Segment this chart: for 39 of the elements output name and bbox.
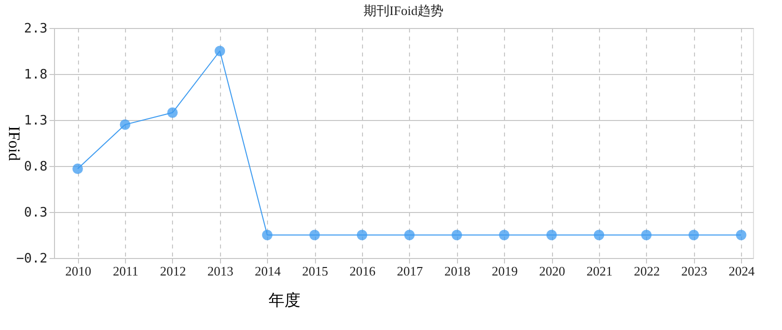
point [498,230,510,240]
x-tick-label: 2016 [350,264,376,278]
point [167,107,178,118]
y-tick-label: 0.3 [24,206,48,220]
x-tick-label: 2015 [302,264,328,278]
point [309,230,320,240]
y-axis-title: IFoid [5,126,22,161]
point [120,119,130,130]
y-tick-label: 2.3 [24,22,48,36]
x-tick-label: 2011 [112,264,138,278]
point [546,230,557,240]
x-tick-label: 2022 [634,264,660,278]
x-tick-label: 2024 [728,264,756,278]
point [214,46,226,56]
chart-title: 期刊IFoid趋势 [363,3,444,18]
y-tick-label: 1.8 [24,68,48,82]
y-tick-label: 0.8 [24,160,48,174]
x-tick-label: 2013 [207,264,234,278]
point [262,230,272,240]
point [356,230,368,240]
x-tick-label: 2012 [160,264,186,278]
x-tick-label: 2017 [396,264,424,278]
x-tick-label: 2018 [444,264,470,278]
y-tick-label: 1.3 [24,114,48,128]
point [736,230,746,240]
point [641,230,652,240]
x-tick-label: 2014 [254,264,282,278]
x-tick-label: 2010 [65,264,92,278]
point [72,164,83,174]
point [404,230,415,240]
y-tick-label: −0.2 [16,252,48,266]
x-axis-title: 年度 [268,292,300,310]
point [452,230,462,240]
x-tick-label: 2019 [492,264,518,278]
x-tick-label: 2021 [586,264,612,278]
point [688,230,700,240]
x-tick-label: 2023 [681,264,708,278]
point [594,230,604,240]
x-tick-label: 2020 [539,264,566,278]
